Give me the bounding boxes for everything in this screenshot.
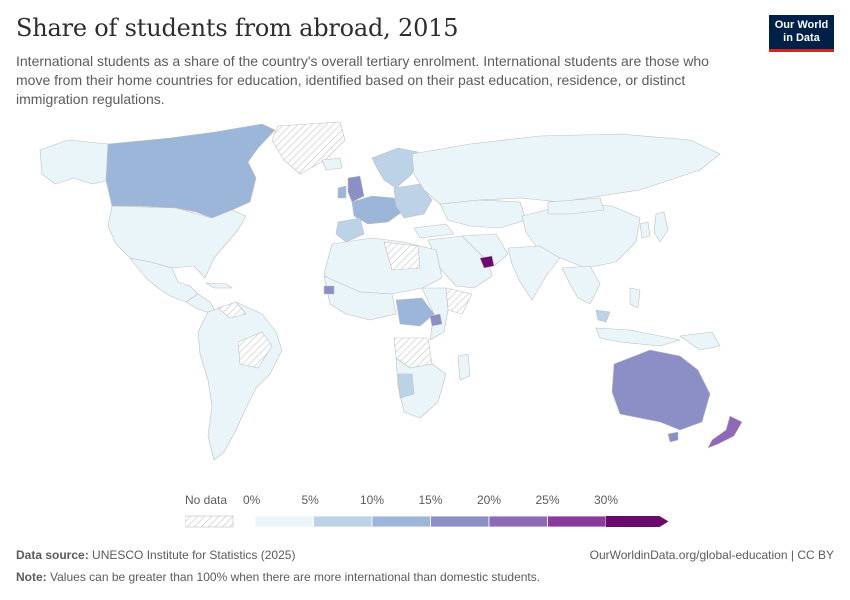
source-link[interactable]: OurWorldinData.org/global-education | CC… bbox=[589, 548, 834, 562]
senegal[interactable] bbox=[323, 285, 335, 295]
south-america[interactable] bbox=[197, 301, 283, 461]
philippines[interactable] bbox=[629, 287, 641, 309]
iceland[interactable] bbox=[321, 157, 343, 171]
legend-bin-swatch bbox=[313, 515, 373, 528]
horn-of-africa[interactable] bbox=[445, 287, 473, 315]
madagascar[interactable] bbox=[457, 353, 471, 381]
korea[interactable] bbox=[639, 221, 651, 239]
legend-no-data-label: No data bbox=[185, 493, 228, 507]
data-source: Data source: UNESCO Institute for Statis… bbox=[16, 548, 295, 562]
japan[interactable] bbox=[653, 211, 669, 243]
legend-scale bbox=[185, 515, 669, 528]
legend-tick-label: 15% bbox=[418, 493, 443, 507]
world-map[interactable] bbox=[0, 118, 850, 480]
malaysia[interactable] bbox=[595, 309, 611, 323]
legend-no-data-swatch bbox=[185, 515, 234, 528]
legend-tick-label: 25% bbox=[535, 493, 560, 507]
iran[interactable] bbox=[461, 233, 509, 267]
legend-tick-label: 0% bbox=[243, 493, 261, 507]
chart-note-label: Note: bbox=[16, 570, 47, 584]
iberia[interactable] bbox=[335, 217, 365, 243]
papua-new-guinea[interactable] bbox=[679, 331, 721, 351]
russia[interactable] bbox=[411, 133, 721, 205]
canada[interactable] bbox=[105, 123, 276, 219]
logo-line-2: in Data bbox=[783, 32, 820, 44]
india[interactable] bbox=[507, 245, 561, 301]
turkey[interactable] bbox=[413, 223, 455, 239]
greenland[interactable] bbox=[271, 121, 346, 175]
venezuela[interactable] bbox=[217, 301, 247, 319]
legend-bin-swatch bbox=[371, 515, 431, 528]
legend-bin-swatch bbox=[606, 516, 669, 527]
brazil-no-data[interactable] bbox=[237, 331, 273, 369]
map-legend: No data 0% 5% 10% 15% 20% 25% 30% bbox=[185, 493, 675, 533]
uae-qatar[interactable] bbox=[479, 255, 495, 269]
scandinavia[interactable] bbox=[371, 147, 419, 189]
chart-title: Share of students from abroad, 2015 bbox=[16, 14, 459, 42]
australia[interactable] bbox=[611, 349, 711, 431]
chart-note-text: Values can be greater than 100% when the… bbox=[50, 570, 541, 584]
data-source-text: UNESCO Institute for Statistics (2025) bbox=[92, 548, 296, 562]
chart-note: Note: Values can be greater than 100% wh… bbox=[16, 570, 540, 584]
libya-no-data[interactable] bbox=[383, 241, 421, 271]
mongolia[interactable] bbox=[547, 197, 605, 215]
western-europe[interactable] bbox=[351, 195, 403, 225]
legend-bin-swatch bbox=[430, 515, 490, 528]
united-states[interactable] bbox=[107, 205, 247, 279]
united-kingdom[interactable] bbox=[347, 175, 365, 203]
tasmania[interactable] bbox=[667, 431, 679, 443]
legend-tick-label: 5% bbox=[301, 493, 319, 507]
west-africa[interactable] bbox=[323, 275, 397, 321]
new-zealand[interactable] bbox=[707, 415, 743, 449]
southeast-asia[interactable] bbox=[561, 265, 601, 305]
legend-tick-label: 30% bbox=[594, 493, 619, 507]
legend-bin-swatch bbox=[547, 515, 607, 528]
legend-tick-label: 10% bbox=[360, 493, 385, 507]
legend-bin-swatch bbox=[254, 515, 314, 528]
uganda[interactable] bbox=[429, 313, 443, 327]
botswana[interactable] bbox=[397, 373, 415, 399]
owid-logo[interactable]: Our World in Data bbox=[769, 15, 834, 52]
legend-bin-swatch bbox=[488, 515, 548, 528]
cuba[interactable] bbox=[205, 282, 233, 289]
central-africa[interactable] bbox=[395, 297, 435, 327]
chart-subtitle: International students as a share of the… bbox=[16, 53, 709, 107]
ireland[interactable] bbox=[337, 185, 347, 199]
east-africa[interactable] bbox=[421, 287, 449, 341]
kazakhstan-central-asia[interactable] bbox=[439, 199, 527, 229]
logo-line-1: Our World bbox=[774, 19, 829, 31]
data-source-label: Data source: bbox=[16, 548, 89, 562]
legend-tick-label: 20% bbox=[477, 493, 502, 507]
alaska[interactable] bbox=[39, 139, 113, 185]
indonesia[interactable] bbox=[595, 327, 681, 347]
